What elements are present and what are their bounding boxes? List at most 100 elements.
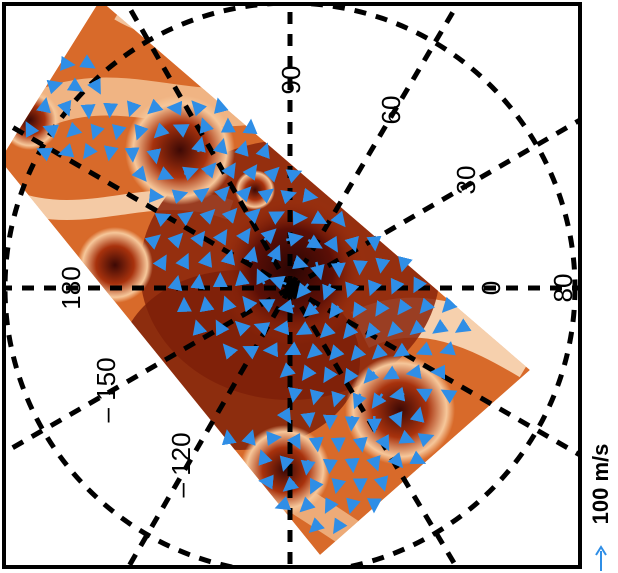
wind-vector — [258, 299, 276, 313]
wind-vector — [172, 124, 190, 138]
wind-vector — [215, 319, 230, 337]
wind-vector — [177, 211, 194, 227]
velocity-scale-legend: 100 m/s — [584, 395, 618, 573]
wind-vector — [268, 275, 287, 290]
wind-vector — [439, 341, 456, 356]
wind-vector — [308, 517, 325, 533]
wind-vector — [387, 320, 404, 337]
wind-vector — [352, 260, 368, 276]
wind-vector — [324, 497, 339, 514]
wind-vector — [328, 302, 344, 319]
scale-label: 100 m/s — [588, 443, 613, 525]
wind-vector — [344, 367, 359, 385]
wind-vector — [131, 165, 147, 182]
wind-vector — [79, 54, 96, 69]
wind-vector — [346, 497, 361, 514]
wind-vector — [57, 99, 72, 117]
wind-vector — [373, 475, 389, 492]
wind-vector — [398, 429, 416, 444]
wind-vector — [198, 251, 213, 268]
wind-vector — [57, 143, 75, 158]
wind-vector — [258, 449, 273, 466]
wind-vector — [344, 235, 359, 253]
wind-vector — [103, 145, 119, 162]
wind-vector — [286, 432, 301, 450]
wind-vector — [310, 477, 324, 495]
grid-labels: 90 60 30 0 80 180 – 150 – 120 — [56, 66, 578, 498]
wind-vector — [242, 346, 260, 360]
wind-vector — [375, 257, 391, 274]
wind-vector — [235, 270, 250, 287]
wind-vector — [87, 77, 101, 95]
wind-vector — [277, 298, 295, 314]
wind-vector — [222, 295, 237, 313]
wind-vector — [367, 279, 382, 297]
wind-vector — [286, 232, 304, 247]
wind-vector — [310, 261, 325, 281]
wind-vector — [363, 367, 380, 384]
wind-vector — [46, 79, 64, 95]
wind-vector — [310, 210, 328, 224]
wind-vector — [371, 343, 388, 360]
wind-vector — [199, 296, 215, 313]
wind-vector — [243, 246, 258, 263]
wind-vector — [300, 459, 316, 476]
wind-vector — [241, 429, 256, 446]
wind-vector — [409, 450, 427, 464]
wind-vector — [389, 386, 406, 402]
wind-vector — [366, 455, 381, 472]
wind-vector — [303, 301, 320, 317]
wind-vector — [66, 121, 83, 138]
wind-vector — [352, 436, 368, 453]
wind-vector — [296, 282, 312, 299]
wind-vector — [126, 100, 142, 118]
wind-vector — [83, 142, 98, 160]
wind-vector — [191, 100, 207, 117]
wind-vector — [235, 186, 252, 203]
wind-vector — [221, 429, 237, 446]
wind-vector — [152, 254, 167, 272]
wind-vector — [242, 164, 258, 181]
wind-vector — [375, 300, 390, 317]
wind-vector — [273, 320, 290, 336]
wind-vector — [167, 232, 184, 249]
wind-vector — [382, 365, 400, 380]
wind-vector — [244, 208, 261, 224]
wind-vector — [42, 124, 60, 139]
wind-vector — [371, 392, 387, 409]
wind-vector — [366, 235, 382, 252]
label-lon-m120: – 120 — [166, 432, 196, 497]
wind-vector — [285, 169, 303, 184]
wind-vector — [390, 277, 405, 295]
wind-vector — [345, 281, 360, 299]
wind-vector — [329, 344, 345, 361]
wind-vector — [266, 244, 281, 263]
wind-vector — [274, 496, 292, 511]
wind-vector — [350, 344, 367, 361]
wind-vector — [344, 415, 360, 432]
wind-vector — [322, 283, 337, 301]
wind-vector — [144, 234, 161, 250]
label-lon-m150: – 150 — [91, 357, 121, 422]
figure-frame — [2, 2, 582, 569]
wind-vector — [199, 208, 216, 225]
wind-vector — [432, 318, 449, 334]
wind-vector — [375, 434, 390, 451]
meridian-150 — [4, 119, 292, 291]
wind-vector — [157, 166, 175, 181]
wind-vector — [292, 254, 309, 270]
wind-vector — [299, 496, 316, 513]
wind-vector — [36, 97, 51, 114]
wind-vector — [190, 230, 206, 248]
wind-vector — [146, 148, 162, 165]
label-lon-0: 0 — [476, 281, 506, 295]
wind-vector — [284, 341, 302, 356]
wind-vector — [405, 364, 422, 380]
wind-vector — [182, 166, 199, 181]
wind-vector — [154, 213, 172, 227]
wind-vector — [191, 136, 206, 153]
up-arrow-icon — [595, 545, 607, 571]
wind-vector — [268, 211, 286, 225]
wind-vector — [153, 122, 170, 139]
